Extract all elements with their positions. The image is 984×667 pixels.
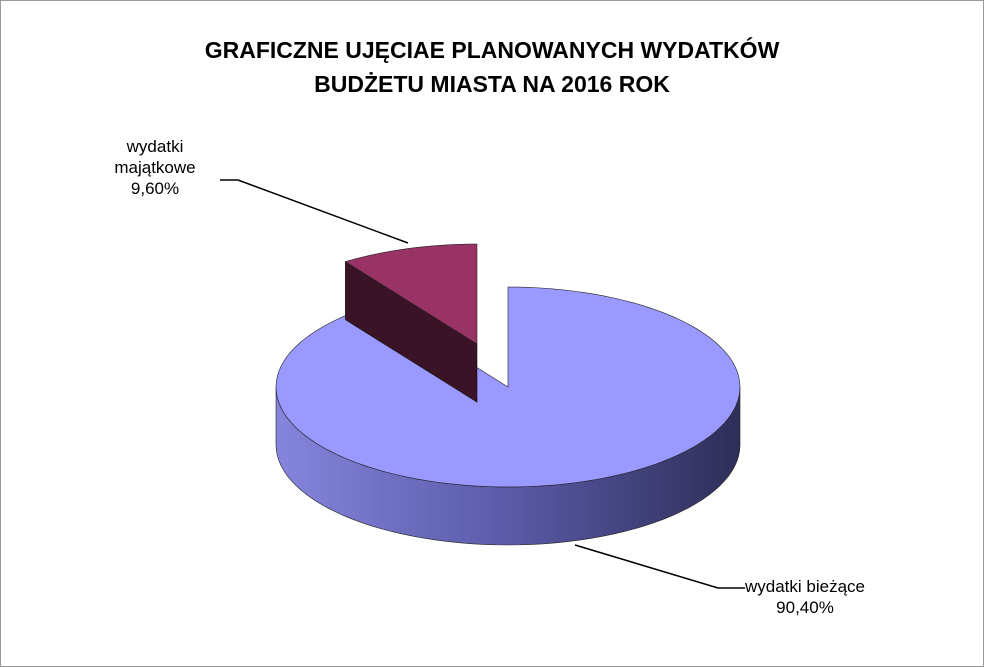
chart-title: GRAFICZNE UJĘCIAE PLANOWANYCH WYDATKÓW — [205, 36, 780, 63]
label-value: 90,40% — [776, 598, 834, 617]
data-label: wydatki majątkowe 9,60% — [90, 136, 220, 199]
pie — [275, 243, 741, 546]
chart-title: BUDŻETU MIASTA NA 2016 ROK — [314, 71, 670, 97]
slice-top — [344, 243, 478, 345]
label-value: 9,60% — [130, 179, 180, 198]
label-category: wydatki majątkowe — [114, 137, 196, 177]
label-category: wydatki bieżące — [745, 577, 866, 596]
leader-line — [574, 544, 745, 589]
data-label: wydatki bieżące 90,40% — [745, 576, 865, 618]
leader-line — [220, 179, 409, 244]
